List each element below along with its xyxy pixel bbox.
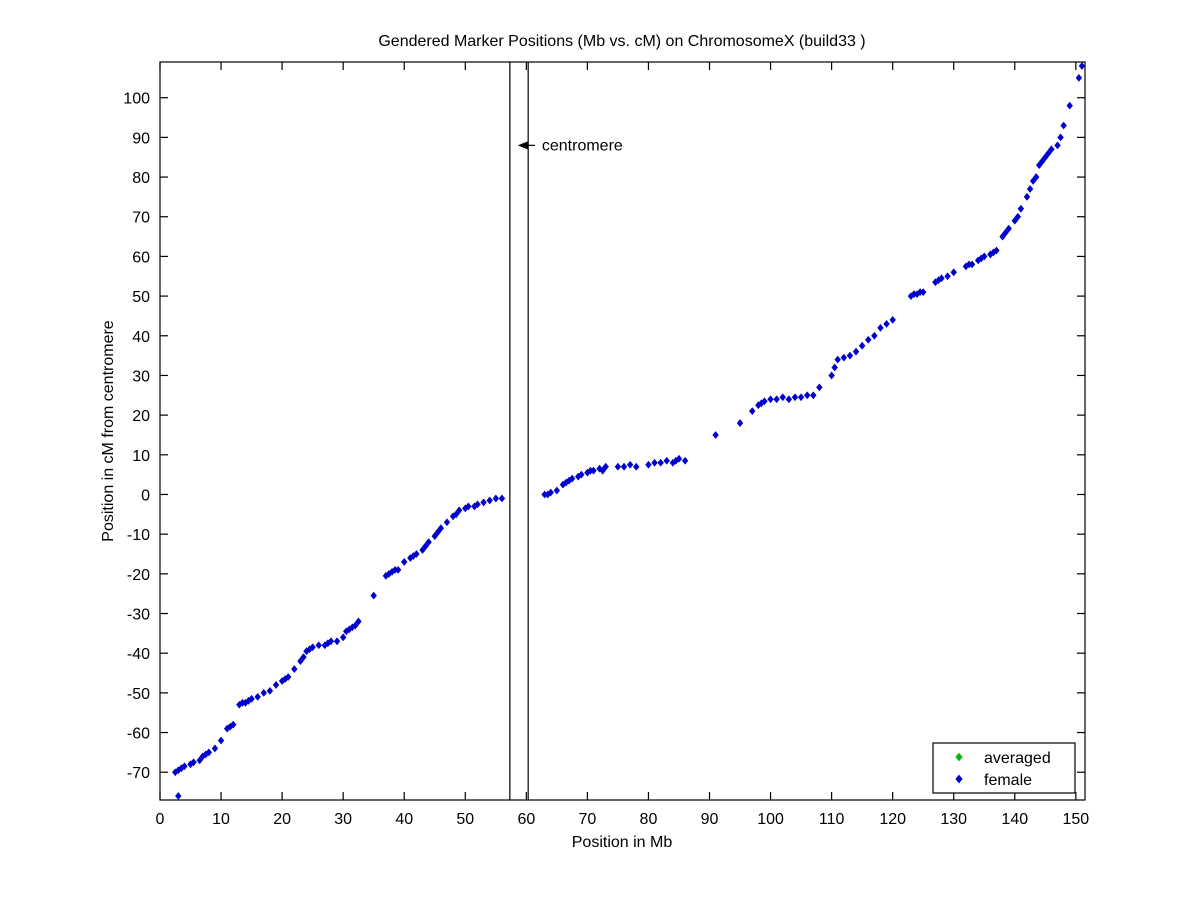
axis-tick-labels: 0 10 20 30 40 50 60 70 80 90 100 110 120 130 140 150-70…	[123, 91, 1089, 828]
legend-markers	[955, 752, 963, 784]
y-tick-label: 70	[132, 210, 150, 227]
y-tick-label: 50	[132, 289, 150, 306]
legend: averaged female	[932, 742, 1076, 794]
y-tick-label: -50	[127, 686, 150, 703]
y-tick-label: 20	[132, 408, 150, 425]
y-tick-label: 80	[132, 170, 150, 187]
x-tick-label: 20	[273, 811, 291, 828]
x-axis-label: Position in Mb	[572, 834, 673, 851]
legend-box	[932, 742, 1076, 794]
x-tick-label: 140	[1001, 811, 1028, 828]
centromere-annotation-label: centromere	[542, 137, 623, 154]
x-tick-label: 60	[517, 811, 535, 828]
axis-ticks	[159, 62, 1085, 800]
x-tick-label: 50	[456, 811, 474, 828]
x-tick-label: 110	[819, 811, 845, 828]
y-tick-label: -60	[127, 726, 150, 743]
chart-title: Gendered Marker Positions (Mb vs. cM) on…	[378, 33, 865, 50]
x-tick-label: 130	[940, 811, 967, 828]
x-tick-label: 10	[212, 811, 230, 828]
y-tick-label: -30	[127, 607, 150, 624]
x-tick-label: 90	[701, 811, 719, 828]
centromere-lines	[509, 62, 529, 800]
y-axis-label: Position in cM from centromere	[100, 320, 117, 542]
centromere-arrow	[517, 141, 535, 150]
female-series-points	[172, 62, 1086, 800]
legend-label-averaged: averaged	[984, 750, 1051, 767]
x-tick-label: 40	[395, 811, 413, 828]
x-tick-label: 70	[578, 811, 596, 828]
y-tick-label: -20	[127, 567, 150, 584]
plot-area	[159, 61, 1086, 801]
x-tick-label: 80	[640, 811, 658, 828]
x-tick-label: 150	[1062, 811, 1089, 828]
y-tick-label: 30	[132, 368, 150, 385]
y-tick-label: 90	[132, 130, 150, 147]
y-tick-label: -70	[127, 765, 150, 782]
y-tick-label: 100	[123, 91, 150, 108]
legend-label-female: female	[984, 772, 1032, 789]
y-tick-label: -10	[127, 527, 150, 544]
y-tick-label: 60	[132, 249, 150, 266]
y-tick-label: 0	[141, 487, 150, 504]
x-tick-label: 0	[156, 811, 165, 828]
x-tick-label: 120	[879, 811, 906, 828]
x-tick-label: 30	[334, 811, 352, 828]
x-tick-label: 100	[757, 811, 784, 828]
y-tick-label: -40	[127, 646, 150, 663]
y-tick-label: 10	[132, 448, 150, 465]
y-tick-label: 40	[132, 329, 150, 346]
